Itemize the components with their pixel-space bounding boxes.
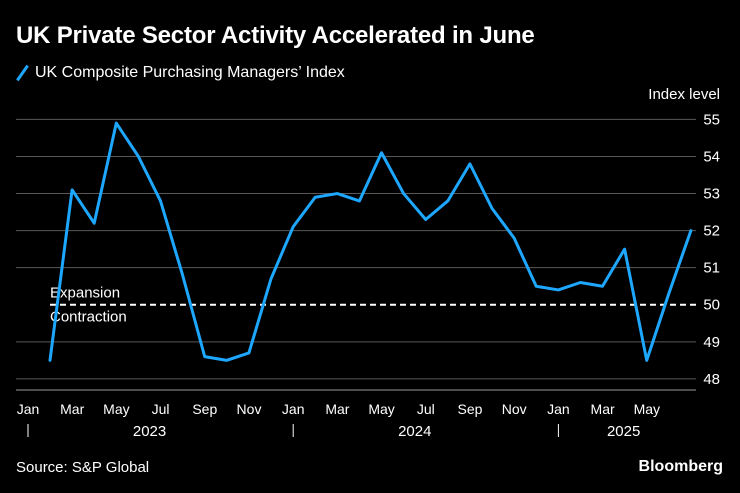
y-tick-label: 55 [703, 111, 720, 128]
x-tick-label: Nov [237, 401, 262, 417]
reference-line-group: Expansion Contraction [50, 285, 696, 326]
x-tick-label: Jan [282, 401, 305, 417]
x-tick-label: May [634, 401, 660, 417]
y-axis-label: Index level [648, 86, 720, 103]
year-label: 2024 [398, 423, 431, 440]
axes: 48 49 50 51 52 53 54 55 Jan Mar May Jul Sep Nov Jan Mar… [16, 111, 720, 440]
y-tick-label: 48 [703, 371, 720, 388]
y-tick-label: 53 [703, 186, 720, 203]
chart-title: UK Private Sector Activity Accelerated i… [16, 22, 535, 49]
year-label: 2023 [133, 423, 166, 440]
series-layer [48, 121, 693, 362]
x-tick-label: Mar [591, 401, 615, 417]
chart-legend: UK Composite Purchasing Managers’ Index [16, 64, 345, 82]
y-tick-label: 54 [703, 148, 720, 165]
legend-label: UK Composite Purchasing Managers’ Index [35, 64, 345, 81]
x-tick-label: Sep [458, 401, 483, 417]
series-line [48, 121, 693, 362]
y-tick-label: 52 [703, 223, 720, 240]
x-tick-label: Nov [502, 401, 527, 417]
reference-label-contraction: Contraction [50, 309, 127, 326]
x-tick-label: May [103, 401, 129, 417]
x-tick-label: Jul [152, 401, 170, 417]
grid [16, 118, 696, 380]
source-note: Source: S&P Global [16, 459, 150, 476]
x-tick-label: Mar [60, 401, 84, 417]
y-tick-label: 49 [703, 334, 720, 351]
x-tick-label: Jan [547, 401, 570, 417]
x-tick-label: Jan [17, 401, 40, 417]
y-tick-label: 51 [703, 260, 720, 277]
x-tick-label: Sep [192, 401, 217, 417]
reference-label-expansion: Expansion [50, 285, 120, 302]
brand-logo: Bloomberg [638, 458, 723, 475]
x-tick-label: Jul [417, 401, 435, 417]
x-tick-label: May [368, 401, 394, 417]
x-tick-label: Mar [325, 401, 349, 417]
year-label: 2025 [607, 423, 640, 440]
y-tick-label: 50 [703, 297, 720, 314]
